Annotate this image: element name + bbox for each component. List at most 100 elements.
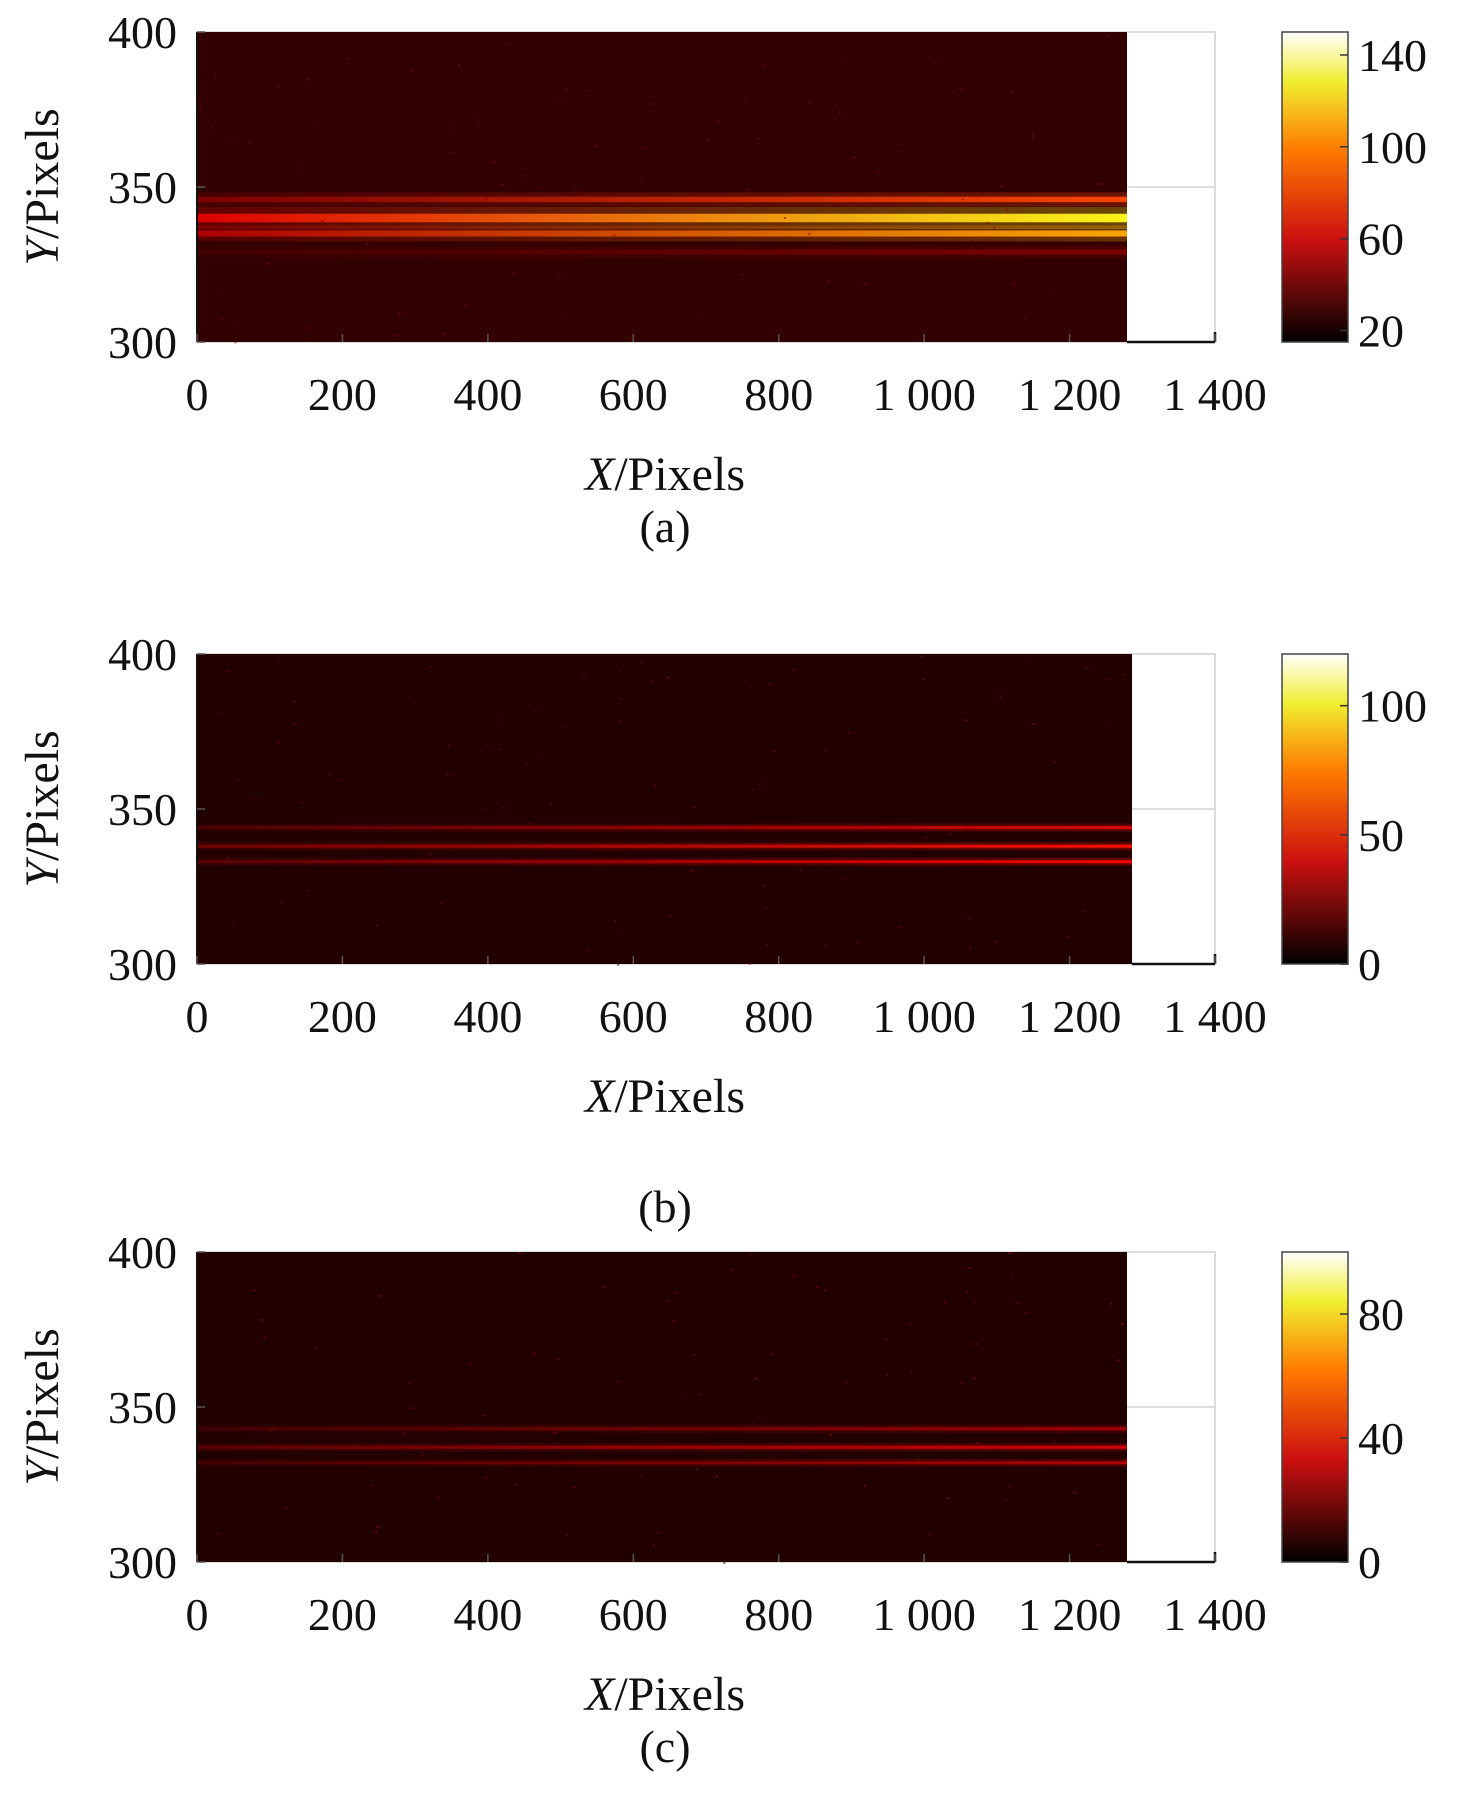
noise-speckle [273,236,276,239]
noise-speckle [693,1354,696,1357]
noise-speckle [1011,90,1014,93]
noise-speckle [1074,1491,1076,1494]
noise-speckle [1053,761,1056,764]
noise-speckle [619,720,622,723]
noise-speckle [639,1474,642,1477]
noise-speckle [971,240,974,243]
noise-speckle [436,1496,439,1499]
noise-speckle [563,312,566,315]
noise-speckle [982,192,984,195]
noise-speckle [764,907,766,910]
noise-speckle [1006,208,1009,211]
noise-speckle [929,1533,932,1536]
noise-speckle [920,656,923,659]
noise-speckle [844,1381,847,1384]
noise-speckle [668,192,670,195]
noise-speckle [975,1343,978,1345]
noise-speckle [808,232,811,235]
noise-speckle [878,172,881,175]
noise-speckle [254,796,257,799]
noise-speckle [375,1530,378,1533]
panel-caption: (a) [639,501,690,552]
noise-speckle [1107,202,1110,205]
noise-speckle [304,845,307,848]
noise-speckle [550,803,553,805]
heatmap-band-halo [197,1443,1127,1452]
noise-speckle [338,778,341,781]
noise-speckle [538,862,541,865]
noise-speckle [650,680,653,683]
noise-speckle [276,741,279,744]
noise-speckle [314,1346,317,1349]
x-axis-label-unit: /Pixels [614,1668,745,1721]
heatmap-band-halo [197,245,1127,259]
noise-speckle [741,273,744,276]
noise-speckle [731,1268,734,1271]
noise-speckle [542,1425,545,1428]
noise-speckle [260,1319,263,1322]
noise-speckle [994,1447,997,1449]
noise-speckle [270,1428,273,1431]
noise-speckle [898,926,901,929]
noise-speckle [502,806,505,809]
noise-speckle [949,832,952,835]
noise-speckle [425,261,428,264]
noise-speckle [430,1462,433,1465]
noise-speckle [587,948,590,951]
noise-speckle [1110,1302,1112,1305]
panel-2: 0 200 400 600 800 1 000 1 200 1 400 400 350 300 Y/P… [16,629,1427,1232]
noise-speckle [293,700,295,703]
noise-speckle [959,87,962,90]
noise-speckle [553,1432,556,1435]
noise-speckle [441,901,444,904]
noise-speckle [793,1275,796,1278]
heatmap-image [197,1252,1128,1564]
noise-speckle [532,1352,535,1355]
noise-speckle [478,116,481,118]
noise-speckle [538,751,541,754]
noise-speckle [973,1377,976,1380]
noise-speckle [513,336,516,339]
noise-speckle [757,137,760,140]
noise-speckle [573,1485,576,1488]
noise-speckle [1054,1441,1057,1444]
colorbar [1281,653,1349,965]
noise-speckle [863,282,866,285]
noise-speckle [999,696,1002,699]
x-tick-label: 1 000 [872,1589,976,1640]
noise-speckle [808,102,811,105]
x-tick-label: 800 [744,1589,813,1640]
noise-speckle [656,1531,659,1534]
noise-speckle [1032,723,1035,725]
noise-speckle [1097,1543,1100,1546]
noise-speckle [974,1301,977,1304]
noise-speckle [234,341,237,344]
noise-speckle [316,123,319,126]
noise-speckle [969,947,972,950]
noise-speckle [498,748,501,751]
noise-speckle [1004,1499,1007,1501]
noise-speckle [421,1454,424,1457]
x-axis-label-unit: /Pixels [614,448,745,501]
noise-speckle [641,147,644,150]
noise-speckle [758,1415,761,1418]
noise-speckle [646,1445,649,1448]
noise-speckle [675,1291,677,1294]
noise-speckle [525,763,528,766]
colorbar-tick-label: 20 [1358,306,1404,357]
noise-speckle [448,745,451,747]
noise-speckle [595,145,598,147]
heatmap-band-halo [197,192,1127,207]
noise-speckle [464,304,467,307]
noise-speckle [329,774,331,777]
x-tick-label: 1 200 [1018,991,1122,1042]
noise-speckle [673,1320,676,1323]
noise-speckle [617,963,620,966]
noise-speckle [1016,1301,1019,1304]
noise-speckle [614,919,617,922]
noise-speckle [232,921,235,924]
noise-speckle [496,718,499,721]
noise-speckle [430,666,433,669]
noise-speckle [602,1285,605,1288]
x-tick-label: 400 [453,369,522,420]
